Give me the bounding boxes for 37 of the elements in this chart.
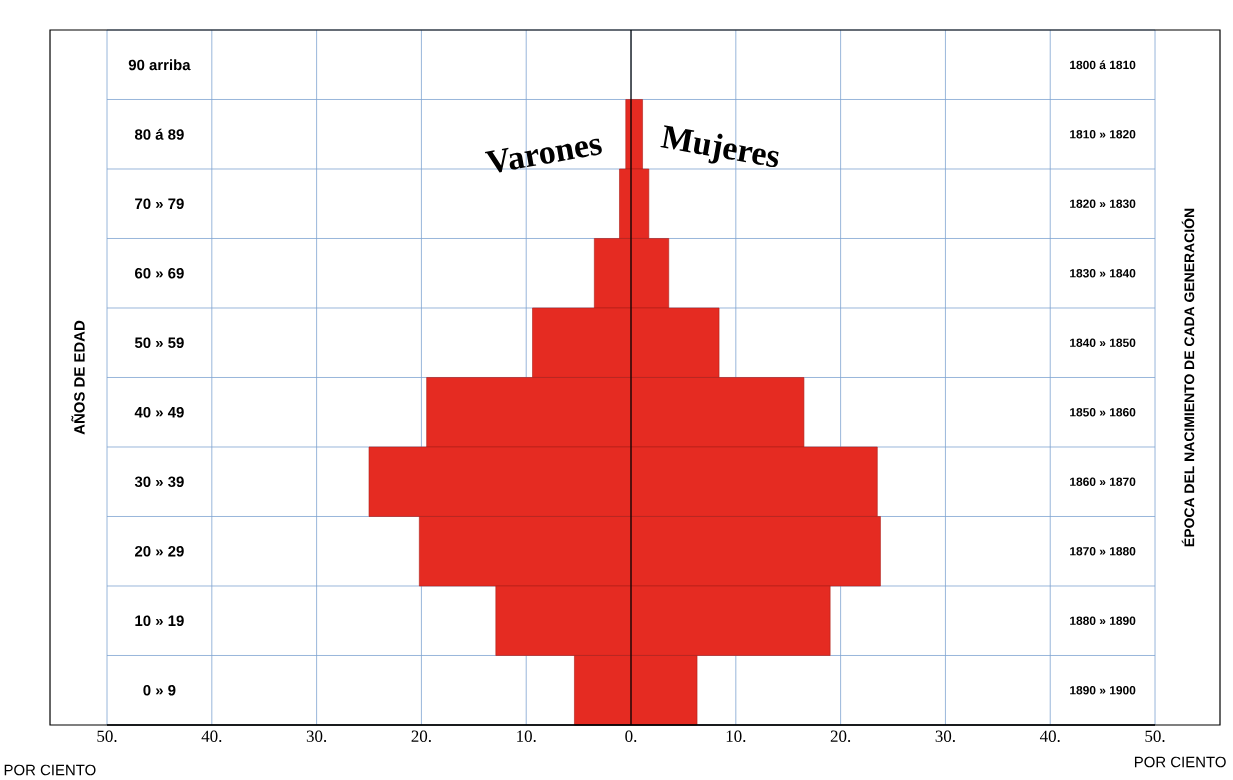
x-tick-label: 50. xyxy=(1145,730,1165,743)
y-tick-label: 60 » 69 xyxy=(135,267,184,279)
x-tick-label: 20. xyxy=(411,730,431,743)
y-tick-label: 70 » 79 xyxy=(135,198,184,210)
annotation: 1840 » 1850 xyxy=(1070,338,1136,347)
annotation: 1810 » 1820 xyxy=(1070,130,1136,139)
annotation: 1800 á 1810 xyxy=(1070,60,1136,70)
y-tick-label: 20 » 29 xyxy=(135,545,184,557)
annotation: 1820 » 1830 xyxy=(1070,199,1136,208)
x-tick-label: 30. xyxy=(935,730,955,743)
y-tick-label: 40 » 49 xyxy=(134,406,184,418)
y-tick-label: 80 á 89 xyxy=(134,128,184,140)
x-tick-label: 10. xyxy=(726,730,746,743)
annotation: 1880 » 1890 xyxy=(1070,616,1136,625)
x-tick-label: 40. xyxy=(201,730,222,743)
text: Mujeres xyxy=(660,125,779,168)
text: Varones xyxy=(484,138,602,173)
y2-axis-title: ÉPOCA DEL NACIMIENTO DE CADA GENERACIÓN xyxy=(1181,208,1195,547)
x-tick-label: 10. xyxy=(517,730,536,743)
x-tick-label: 0. xyxy=(625,730,637,743)
y-tick-label: 0 » 9 xyxy=(143,684,176,696)
x-tick-label: 20. xyxy=(830,730,851,743)
y-axis-title: AÑOS DE EDAD xyxy=(71,320,85,435)
annotation: 1890 » 1900 xyxy=(1070,686,1136,695)
y-tick-label: 30 » 39 xyxy=(134,476,184,488)
annotation: 1870 » 1880 xyxy=(1070,547,1136,556)
x-tick-label: 50. xyxy=(97,730,117,743)
x-axis-title: POR CIENTO xyxy=(1134,756,1226,768)
annotation: 1850 » 1860 xyxy=(1070,408,1136,417)
x-tick-label: 40. xyxy=(1039,730,1060,743)
annotation: 1830 » 1840 xyxy=(1070,269,1136,278)
annotation: 1860 » 1870 xyxy=(1070,477,1136,486)
y-tick-label: 90 arriba xyxy=(128,59,191,71)
text: POR CIENTO xyxy=(4,764,96,776)
x-tick-label: 30. xyxy=(306,730,327,743)
y-tick-label: 50 » 59 xyxy=(134,337,184,349)
y-tick-label: 10 » 19 xyxy=(135,615,184,627)
